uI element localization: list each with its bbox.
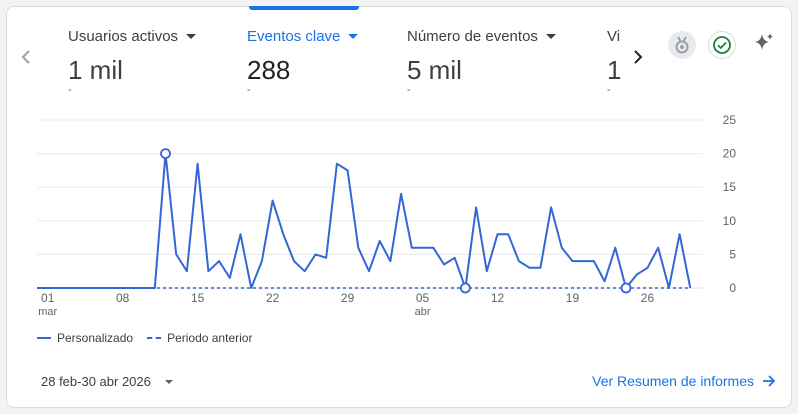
- x-tick-label: 19: [566, 291, 580, 305]
- metric-clip: Vi 1 -: [600, 0, 624, 110]
- x-tick-label: 08: [116, 291, 130, 305]
- metric-delta: -: [247, 84, 251, 96]
- metric-value: 288: [247, 55, 291, 85]
- y-tick-label: 15: [723, 180, 737, 194]
- y-tick-label: 25: [723, 113, 737, 127]
- x-tick-label: 26: [641, 291, 655, 305]
- caret-down-icon[interactable]: [348, 34, 359, 39]
- legend-label-current: Personalizado: [57, 331, 134, 345]
- x-tick-sublabel: abr: [415, 306, 431, 318]
- metric-active-users[interactable]: Usuarios activos 1 mil -: [68, 28, 197, 96]
- x-tick-label: 01: [41, 291, 55, 305]
- y-tick-label: 5: [729, 247, 736, 261]
- chart-legend: Personalizado Periodo anterior: [37, 331, 266, 345]
- x-tick-label: 29: [341, 291, 355, 305]
- dashed-line-swatch: [147, 337, 162, 339]
- metric-key-events[interactable]: Eventos clave 288 -: [247, 28, 359, 96]
- metric-event-count[interactable]: Número de eventos 5 mil -: [407, 28, 556, 96]
- view-report-link[interactable]: Ver Resumen de informes: [592, 373, 776, 389]
- date-range-selector[interactable]: 28 feb-30 abr 2026: [41, 374, 173, 389]
- solid-line-swatch: [37, 337, 51, 339]
- metric-label: Número de eventos: [407, 28, 538, 45]
- metric-delta: -: [607, 84, 611, 96]
- legend-item-current[interactable]: Personalizado: [37, 331, 133, 345]
- arrow-right-icon: [763, 375, 776, 387]
- medal-icon: [675, 36, 689, 54]
- legend-item-previous[interactable]: Periodo anterior: [147, 331, 252, 345]
- next-metrics-button[interactable]: [624, 43, 652, 71]
- caret-down-icon: [164, 379, 173, 384]
- metric-label: Vi: [607, 28, 621, 45]
- metric-truncated[interactable]: Vi 1 -: [607, 28, 622, 96]
- legend-label-previous: Periodo anterior: [167, 331, 253, 345]
- insights-badge-button[interactable]: [668, 31, 696, 59]
- sparkle-icon: [755, 33, 773, 50]
- metric-value: 5 mil: [407, 55, 462, 85]
- active-metric-indicator: [249, 6, 359, 10]
- caret-down-icon[interactable]: [545, 34, 556, 39]
- series-current-line: [37, 152, 692, 289]
- y-tick-label: 0: [729, 281, 736, 295]
- annotation-marker: [459, 282, 471, 294]
- annotation-marker: [160, 148, 171, 160]
- check-circle-icon: [713, 36, 731, 54]
- date-range-label: 28 feb-30 abr 2026: [41, 374, 151, 389]
- metric-delta: -: [407, 84, 411, 96]
- chevron-left-icon: [21, 50, 30, 64]
- prev-metrics-button[interactable]: [12, 43, 40, 71]
- chevron-right-icon: [634, 50, 643, 64]
- annotation-marker: [620, 282, 632, 294]
- metric-value: 1: [607, 55, 622, 85]
- data-quality-button[interactable]: [708, 31, 736, 59]
- metric-delta: -: [68, 84, 72, 96]
- x-tick-label: 05: [416, 291, 430, 305]
- y-tick-label: 10: [723, 214, 737, 228]
- x-tick-label: 22: [266, 291, 280, 305]
- ai-insights-button[interactable]: [750, 29, 778, 57]
- metric-label: Eventos clave: [247, 28, 341, 45]
- x-tick-sublabel: mar: [38, 306, 57, 318]
- metric-value: 1 mil: [68, 55, 123, 85]
- x-tick-label: 15: [191, 291, 205, 305]
- metric-label: Usuarios activos: [68, 28, 179, 45]
- x-tick-label: 12: [491, 291, 505, 305]
- view-report-label: Ver Resumen de informes: [592, 373, 754, 389]
- y-tick-label: 20: [723, 147, 737, 161]
- caret-down-icon[interactable]: [186, 34, 197, 39]
